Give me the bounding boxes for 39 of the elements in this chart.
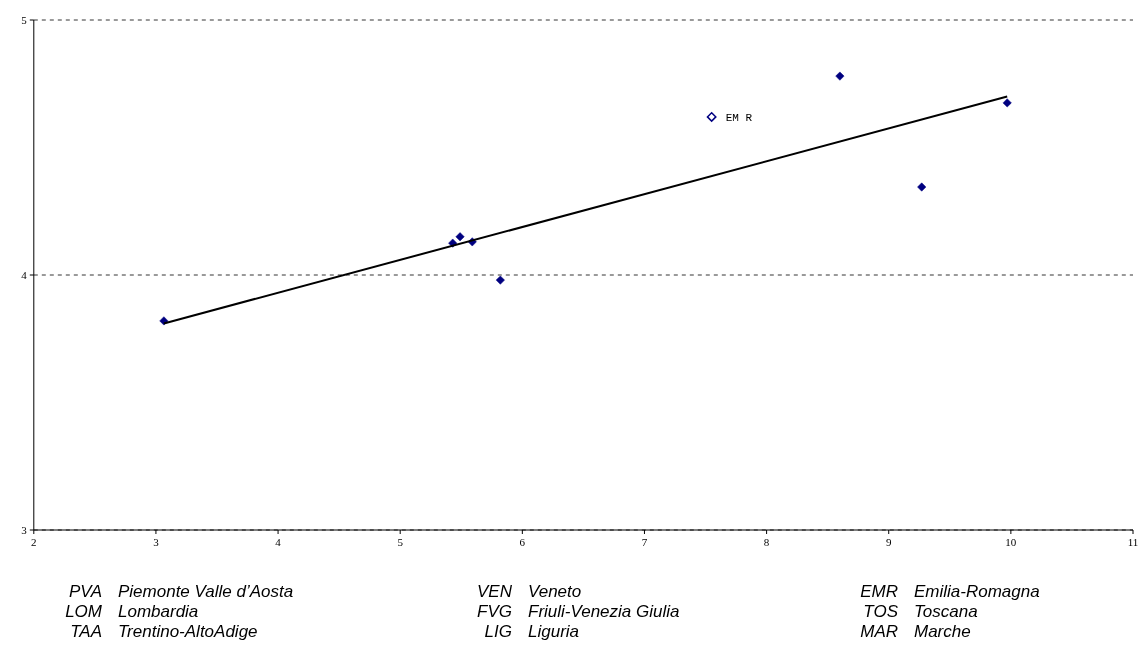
text: PVA xyxy=(68,582,102,601)
y-tick-label: 3 xyxy=(21,523,28,536)
text: Emilia-Romagna xyxy=(914,582,1040,601)
x-tick-label: 9 xyxy=(885,536,892,548)
text: TOS xyxy=(863,602,899,621)
text: Trentino-AltoAdige xyxy=(118,622,258,641)
text: TAA xyxy=(70,622,102,641)
y-tick-label: 4 xyxy=(21,268,28,281)
text: MAR xyxy=(860,622,898,641)
x-tick-label: 2 xyxy=(31,536,37,548)
text: LOM xyxy=(65,602,103,621)
x-tick-label: 5 xyxy=(397,536,404,548)
x-tick-label: 11 xyxy=(1127,536,1139,548)
text: FVG xyxy=(477,602,512,621)
point xyxy=(159,316,169,326)
x-tick-label: 8 xyxy=(763,536,770,548)
text: EMR xyxy=(860,582,898,601)
text: Friuli-Venezia Giulia xyxy=(528,602,680,621)
point xyxy=(706,111,717,122)
x-tick-label: 10 xyxy=(1005,536,1017,548)
point xyxy=(495,275,505,285)
text: VEN xyxy=(477,582,513,601)
text: LIG xyxy=(484,622,512,641)
text: Marche xyxy=(914,622,971,641)
x-tick-label: 7 xyxy=(641,536,648,548)
x-tick-label: 4 xyxy=(275,536,282,548)
point xyxy=(455,232,465,242)
point xyxy=(835,71,845,81)
text: Piemonte Valle d’Aosta xyxy=(118,582,294,601)
annotation: EM R xyxy=(725,111,753,124)
x-tick-label: 6 xyxy=(519,536,526,548)
text: Lombardia xyxy=(118,602,199,621)
x-tick-label: 3 xyxy=(153,536,160,548)
text: Veneto xyxy=(528,582,582,601)
y-tick-label: 5 xyxy=(21,13,28,26)
point xyxy=(1002,98,1012,108)
point xyxy=(917,182,927,192)
text: Toscana xyxy=(914,602,978,621)
text: Liguria xyxy=(528,622,580,641)
